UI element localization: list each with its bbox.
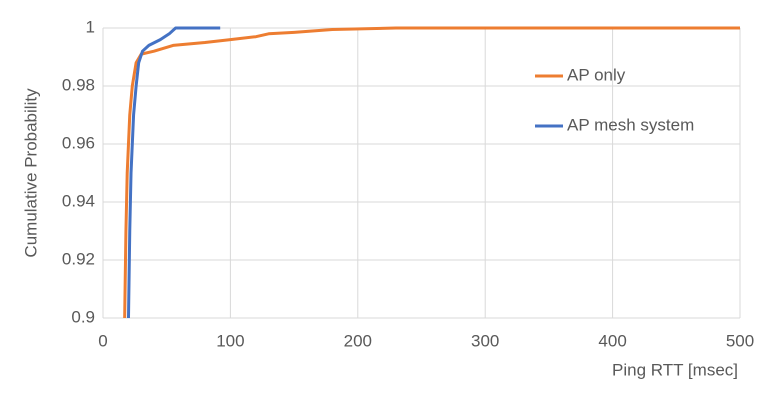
y-tick-label: 0.9 [71, 307, 95, 326]
x-tick-label: 100 [216, 331, 244, 350]
series-line [123, 26, 740, 319]
x-tick-label: 200 [344, 331, 372, 350]
y-tick-label: 0.92 [62, 249, 95, 268]
y-tick-label: 0.94 [62, 191, 95, 210]
y-tick-label: 0.96 [62, 133, 95, 152]
x-tick-label: 0 [98, 331, 107, 350]
x-axis-label: Ping RTT [msec] [612, 360, 738, 379]
y-axis-label: Cumulative Probability [21, 88, 40, 258]
x-tick-label: 300 [471, 331, 499, 350]
y-tick-label: 0.98 [62, 75, 95, 94]
legend-label: AP mesh system [567, 115, 694, 134]
legend-label: AP only [567, 65, 626, 84]
y-tick-label: 1 [86, 17, 95, 36]
x-tick-label: 400 [598, 331, 626, 350]
x-tick-label: 500 [726, 331, 754, 350]
series-line [126, 26, 221, 319]
